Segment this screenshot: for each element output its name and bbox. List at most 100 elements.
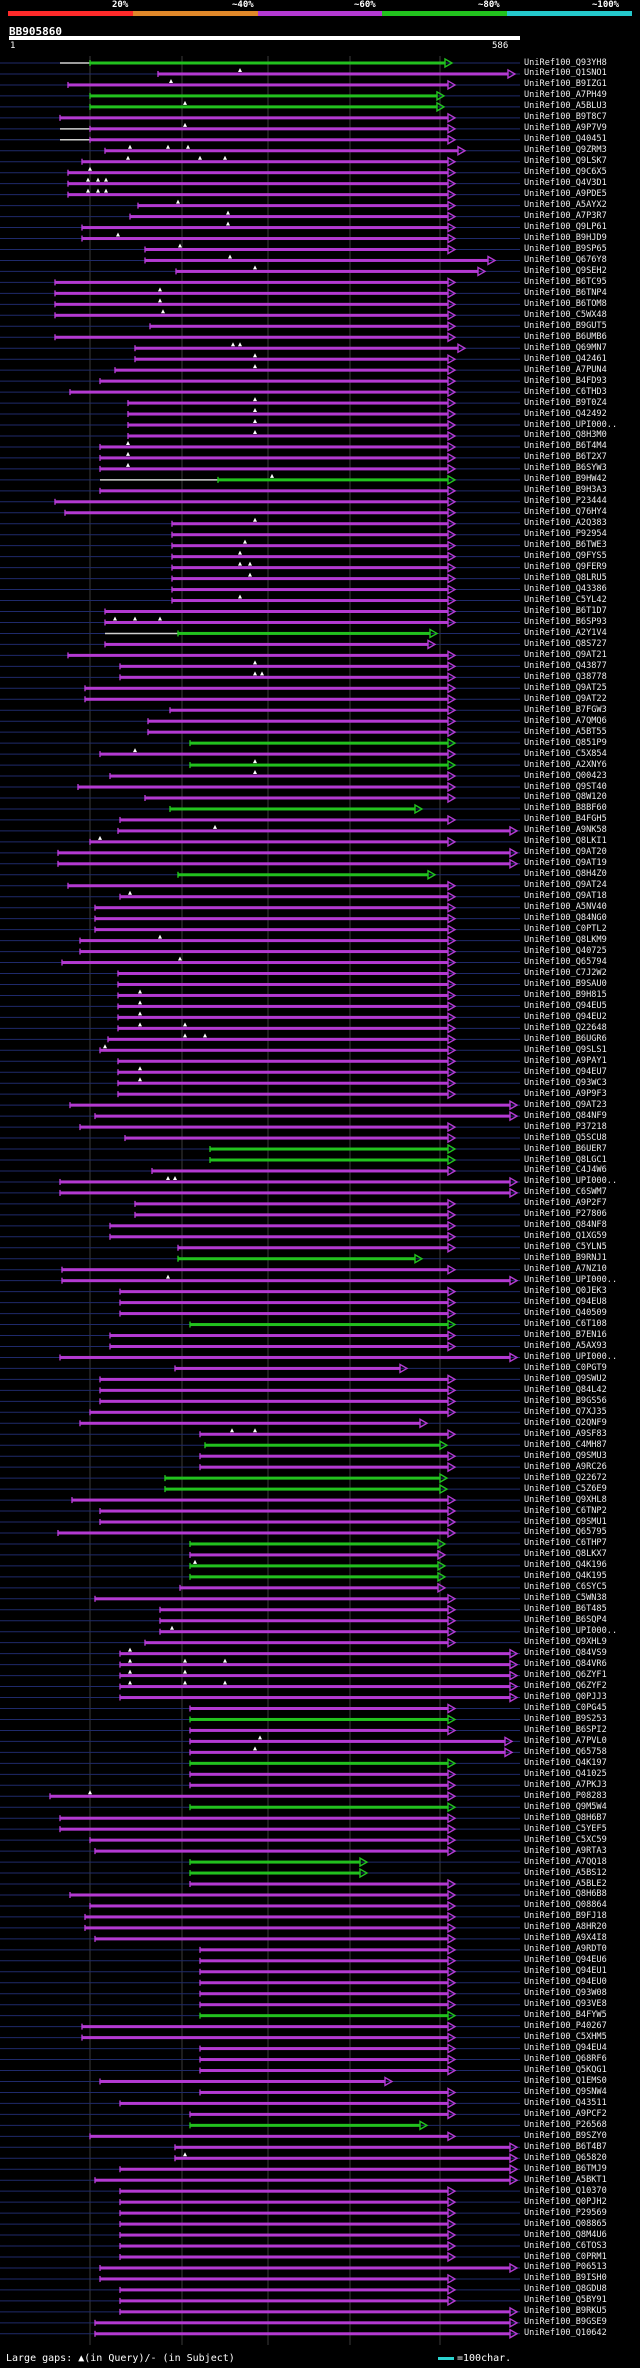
- hit-label[interactable]: UniRef100_B9RNJ1: [524, 1253, 607, 1264]
- hit-label[interactable]: UniRef100_Q08865: [524, 2218, 607, 2229]
- hit-bar[interactable]: [90, 1410, 448, 1414]
- hit-label[interactable]: UniRef100_B9H815: [524, 989, 607, 1000]
- hit-bar[interactable]: [55, 302, 448, 306]
- hit-bar[interactable]: [100, 467, 448, 471]
- hit-label[interactable]: UniRef100_C0PGT9: [524, 1362, 607, 1373]
- hit-label[interactable]: UniRef100_A8HR20: [524, 1922, 607, 1933]
- hit-bar[interactable]: [190, 1542, 438, 1546]
- hit-bar[interactable]: [118, 1059, 448, 1063]
- hit-label[interactable]: UniRef100_Q4K196: [524, 1560, 607, 1571]
- hit-label[interactable]: UniRef100_A7P3R7: [524, 211, 607, 222]
- hit-bar[interactable]: [120, 2211, 448, 2215]
- hit-label[interactable]: UniRef100_P26568: [524, 2119, 607, 2130]
- hit-label[interactable]: UniRef100_P37218: [524, 1121, 607, 1132]
- hit-bar[interactable]: [85, 697, 448, 701]
- hit-label[interactable]: UniRef100_Q84L42: [524, 1384, 607, 1395]
- hit-label[interactable]: UniRef100_Q84NF9: [524, 1110, 607, 1121]
- hit-bar[interactable]: [90, 127, 448, 131]
- hit-bar[interactable]: [160, 1630, 448, 1634]
- hit-bar[interactable]: [70, 1103, 510, 1107]
- hit-label[interactable]: UniRef100_Q9AT20: [524, 847, 607, 858]
- hit-bar[interactable]: [190, 1750, 505, 1754]
- hit-bar[interactable]: [152, 1169, 448, 1173]
- hit-bar[interactable]: [70, 390, 448, 394]
- hit-bar[interactable]: [80, 1421, 420, 1425]
- hit-label[interactable]: UniRef100_A5AYX2: [524, 200, 607, 211]
- hit-bar[interactable]: [82, 237, 448, 241]
- hit-label[interactable]: UniRef100_Q42461: [524, 353, 607, 364]
- hit-bar[interactable]: [120, 2233, 448, 2237]
- hit-label[interactable]: UniRef100_B9SZY0: [524, 2130, 607, 2141]
- hit-label[interactable]: UniRef100_Q69MN7: [524, 342, 607, 353]
- hit-bar[interactable]: [68, 83, 448, 87]
- hit-label[interactable]: UniRef100_A9PDE5: [524, 189, 607, 200]
- hit-bar[interactable]: [105, 642, 428, 646]
- hit-bar[interactable]: [138, 204, 448, 208]
- hit-bar[interactable]: [118, 972, 448, 976]
- hit-bar[interactable]: [200, 2090, 448, 2094]
- hit-bar[interactable]: [55, 291, 448, 295]
- hit-label[interactable]: UniRef100_B6TOM8: [524, 298, 607, 309]
- hit-bar[interactable]: [190, 1575, 438, 1579]
- hit-label[interactable]: UniRef100_Q9AT21: [524, 649, 607, 660]
- hit-bar[interactable]: [100, 489, 448, 493]
- hit-bar[interactable]: [118, 1015, 448, 1019]
- hit-label[interactable]: UniRef100_A9P7V9: [524, 123, 607, 134]
- hit-bar[interactable]: [165, 1487, 440, 1491]
- hit-label[interactable]: UniRef100_B7FGW3: [524, 704, 607, 715]
- hit-label[interactable]: UniRef100_C5WX48: [524, 309, 607, 320]
- hit-bar[interactable]: [55, 313, 448, 317]
- hit-bar[interactable]: [200, 1948, 448, 1952]
- hit-label[interactable]: UniRef100_Q9AT18: [524, 891, 607, 902]
- hit-label[interactable]: UniRef100_B9HJD9: [524, 233, 607, 244]
- hit-bar[interactable]: [60, 1827, 448, 1831]
- hit-label[interactable]: UniRef100_B6T485: [524, 1604, 607, 1615]
- hit-label[interactable]: UniRef100_Q8H6B8: [524, 1889, 607, 1900]
- hit-label[interactable]: UniRef100_Q84VS9: [524, 1648, 607, 1659]
- hit-bar[interactable]: [118, 1026, 448, 1030]
- hit-label[interactable]: UniRef100_A5BLE2: [524, 1878, 607, 1889]
- hit-bar[interactable]: [128, 423, 448, 427]
- hit-label[interactable]: UniRef100_A7QMQ6: [524, 715, 607, 726]
- hit-bar[interactable]: [120, 2299, 448, 2303]
- hit-label[interactable]: UniRef100_UPI000..: [524, 419, 618, 430]
- hit-bar[interactable]: [128, 434, 448, 438]
- hit-bar[interactable]: [200, 2058, 448, 2062]
- hit-bar[interactable]: [120, 2310, 510, 2314]
- hit-bar[interactable]: [90, 1838, 448, 1842]
- hit-bar[interactable]: [68, 653, 448, 657]
- hit-bar[interactable]: [62, 1268, 448, 1272]
- hit-bar[interactable]: [85, 1926, 448, 1930]
- hit-label[interactable]: UniRef100_B6SPI2: [524, 1724, 607, 1735]
- hit-bar[interactable]: [100, 445, 448, 449]
- hit-label[interactable]: UniRef100_B6SP93: [524, 616, 607, 627]
- hit-label[interactable]: UniRef100_Q8LKM9: [524, 935, 607, 946]
- hit-bar[interactable]: [100, 2079, 385, 2083]
- hit-label[interactable]: UniRef100_A9RDT0: [524, 1944, 607, 1955]
- hit-label[interactable]: UniRef100_Q40451: [524, 134, 607, 145]
- hit-bar[interactable]: [95, 2321, 510, 2325]
- hit-bar[interactable]: [120, 1674, 510, 1678]
- hit-label[interactable]: UniRef100_C6TOS3: [524, 2240, 607, 2251]
- hit-bar[interactable]: [120, 1663, 510, 1667]
- hit-bar[interactable]: [190, 1717, 448, 1721]
- hit-bar[interactable]: [200, 1992, 448, 1996]
- hit-bar[interactable]: [60, 1191, 510, 1195]
- hit-bar[interactable]: [172, 533, 448, 537]
- hit-label[interactable]: UniRef100_B9ISH0: [524, 2273, 607, 2284]
- hit-label[interactable]: UniRef100_Q84VR6: [524, 1659, 607, 1670]
- hit-label[interactable]: UniRef100_Q08864: [524, 1900, 607, 1911]
- hit-label[interactable]: UniRef100_P40267: [524, 2021, 607, 2032]
- hit-label[interactable]: UniRef100_C5WN38: [524, 1593, 607, 1604]
- hit-label[interactable]: UniRef100_Q9SMU3: [524, 1450, 607, 1461]
- hit-bar[interactable]: [80, 1125, 448, 1129]
- hit-bar[interactable]: [65, 511, 448, 515]
- hit-bar[interactable]: [210, 1147, 448, 1151]
- hit-bar[interactable]: [172, 599, 448, 603]
- hit-bar[interactable]: [190, 1707, 448, 1710]
- hit-bar[interactable]: [190, 1761, 448, 1765]
- hit-label[interactable]: UniRef100_Q84NF8: [524, 1220, 607, 1231]
- hit-bar[interactable]: [60, 1816, 448, 1820]
- hit-label[interactable]: UniRef100_Q0PJH2: [524, 2196, 607, 2207]
- hit-label[interactable]: UniRef100_Q68RF6: [524, 2054, 607, 2065]
